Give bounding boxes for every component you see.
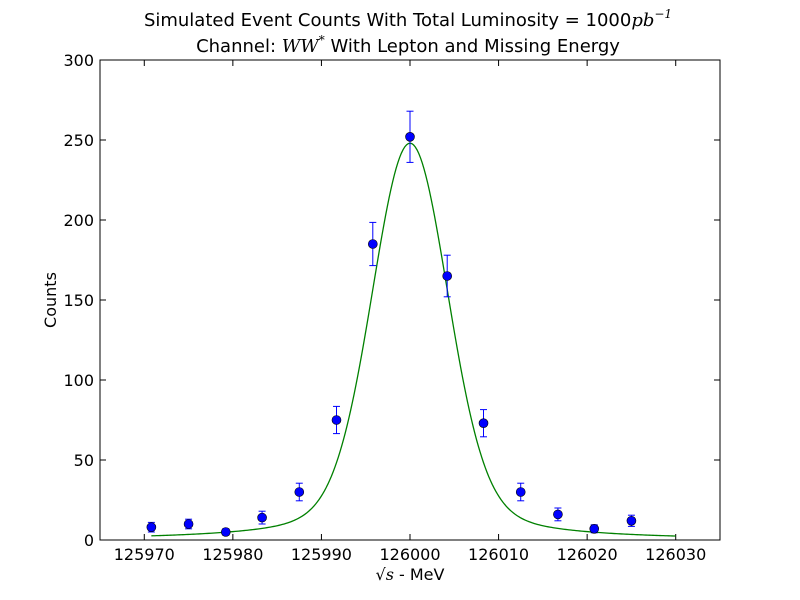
axis-ticks: 125970 125980 125990 126000 126010 126020 1260… [63, 51, 720, 564]
x-axis-label: √s - MeV [376, 565, 445, 584]
y-tick-label: 300 [63, 51, 94, 70]
data-point [553, 507, 563, 522]
fit-curve-layer [151, 142, 676, 537]
x-tick-label: 125990 [291, 545, 352, 564]
data-point [183, 518, 194, 530]
data-marker [294, 487, 305, 497]
data-point [626, 514, 637, 527]
data-marker [331, 415, 342, 425]
data-marker [442, 271, 453, 281]
data-point [146, 521, 157, 533]
data-marker [478, 418, 489, 429]
data-point [589, 523, 600, 534]
x-tick-label: 126020 [557, 545, 618, 564]
data-marker [405, 132, 415, 142]
data-marker [146, 522, 157, 533]
data-marker [589, 523, 600, 534]
x-tick-label: 125970 [114, 545, 175, 564]
x-tick-label: 126010 [468, 545, 529, 564]
data-marker [220, 527, 231, 537]
y-tick-label: 150 [63, 291, 94, 310]
data-marker [515, 487, 526, 497]
data-points-layer [146, 110, 637, 537]
y-tick-label: 0 [84, 531, 94, 550]
data-marker [553, 509, 563, 520]
data-point [294, 482, 305, 502]
data-point [405, 110, 415, 163]
y-tick-label: 250 [63, 131, 94, 150]
chart-title-line2: Channel: WW* With Lepton and Missing Ene… [196, 33, 620, 57]
y-axis-label: Counts [41, 272, 60, 328]
data-point [442, 254, 453, 298]
y-tick-label: 100 [63, 371, 94, 390]
data-point [367, 221, 378, 267]
x-tick-label: 126000 [379, 545, 440, 564]
data-marker [626, 515, 637, 526]
chart-title-line1: Simulated Event Counts With Total Lumino… [144, 7, 672, 31]
data-point [478, 409, 489, 438]
x-tick-label: 126030 [645, 545, 706, 564]
data-point [331, 405, 342, 435]
data-marker [257, 512, 267, 523]
y-tick-label: 50 [74, 451, 94, 470]
data-point [257, 510, 267, 525]
data-point [220, 527, 231, 537]
data-marker [367, 239, 378, 249]
x-tick-label: 125980 [202, 545, 263, 564]
y-tick-label: 200 [63, 211, 94, 230]
data-marker [183, 519, 194, 529]
data-point [515, 482, 526, 502]
fit-curve [151, 142, 676, 537]
